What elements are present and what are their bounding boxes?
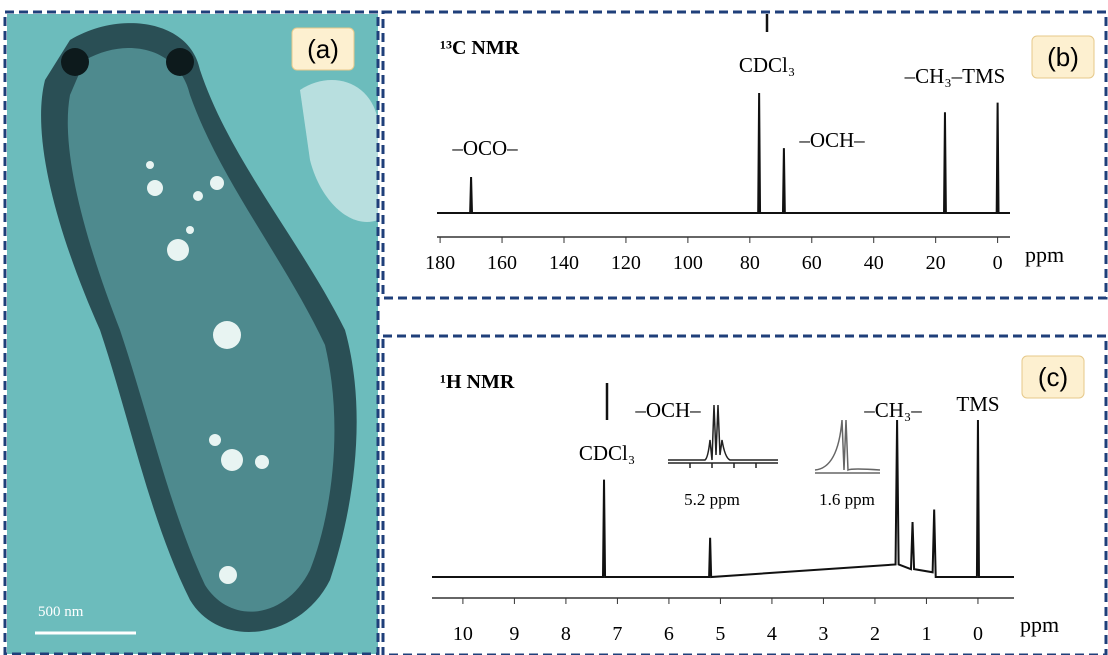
spectrum	[437, 93, 1010, 213]
chart-title: ¹³C NMR	[440, 37, 520, 59]
peak-annotation: –OCH–	[798, 128, 865, 152]
panel-label: (b)	[1047, 42, 1079, 72]
dark-granule	[61, 48, 89, 76]
x-tick-label: 100	[673, 252, 703, 274]
peak-annotation: –CH₃–TMS	[904, 64, 1006, 88]
x-tick-label: 60	[802, 252, 822, 274]
peak-annotation: –OCO–	[451, 136, 518, 160]
x-tick-label: 80	[740, 252, 760, 274]
x-axis-label: ppm	[1020, 612, 1059, 637]
x-tick-label: 1	[921, 623, 931, 645]
dark-granule	[166, 48, 194, 76]
x-tick-label: 3	[818, 623, 828, 645]
figure: 500 nm (a) (b) ¹³C NMR ppm 1801601401201…	[0, 0, 1108, 655]
x-tick-label: 4	[767, 623, 777, 645]
x-tick-label: 160	[487, 252, 517, 274]
peak-annotation: –CH₃–	[863, 398, 922, 422]
panel-label: (c)	[1038, 362, 1068, 392]
scale-bar-label: 500 nm	[38, 604, 84, 620]
x-tick-label: 0	[993, 252, 1003, 274]
chart-title: ¹H NMR	[440, 371, 515, 393]
c13-panel: (b) ¹³C NMR ppm 180 160 140 120 100 80 60 40 20 0…	[383, 12, 1106, 298]
x-tick-label: 10	[453, 623, 473, 645]
x-tick-label: 7	[612, 623, 622, 645]
x-tick-label: 8	[561, 623, 571, 645]
x-tick-label: 5	[715, 623, 725, 645]
peak-annotation: –OCH–	[634, 398, 701, 422]
x-tick-label: 40	[864, 252, 884, 274]
peak-annotation: TMS	[956, 392, 999, 416]
x-tick-label: 120	[611, 252, 641, 274]
x-tick-label: 6	[664, 623, 674, 645]
x-tick-label: 0	[973, 623, 983, 645]
panel-label: (a)	[307, 34, 339, 64]
x-tick-label: 20	[926, 252, 946, 274]
x-tick-label: 140	[549, 252, 579, 274]
inset-spectrum	[815, 420, 880, 473]
x-tick-label: 9	[509, 623, 519, 645]
inset-label: 5.2 ppm	[684, 490, 740, 509]
tem-panel: 500 nm (a)	[5, 12, 378, 654]
x-axis-label: ppm	[1025, 242, 1064, 267]
x-tick-label: 180	[425, 252, 455, 274]
peak-annotation: CDCl₃	[579, 441, 635, 465]
inset-label: 1.6 ppm	[819, 490, 875, 509]
peak-annotation: CDCl₃	[739, 53, 795, 77]
x-tick-label: 2	[870, 623, 880, 645]
